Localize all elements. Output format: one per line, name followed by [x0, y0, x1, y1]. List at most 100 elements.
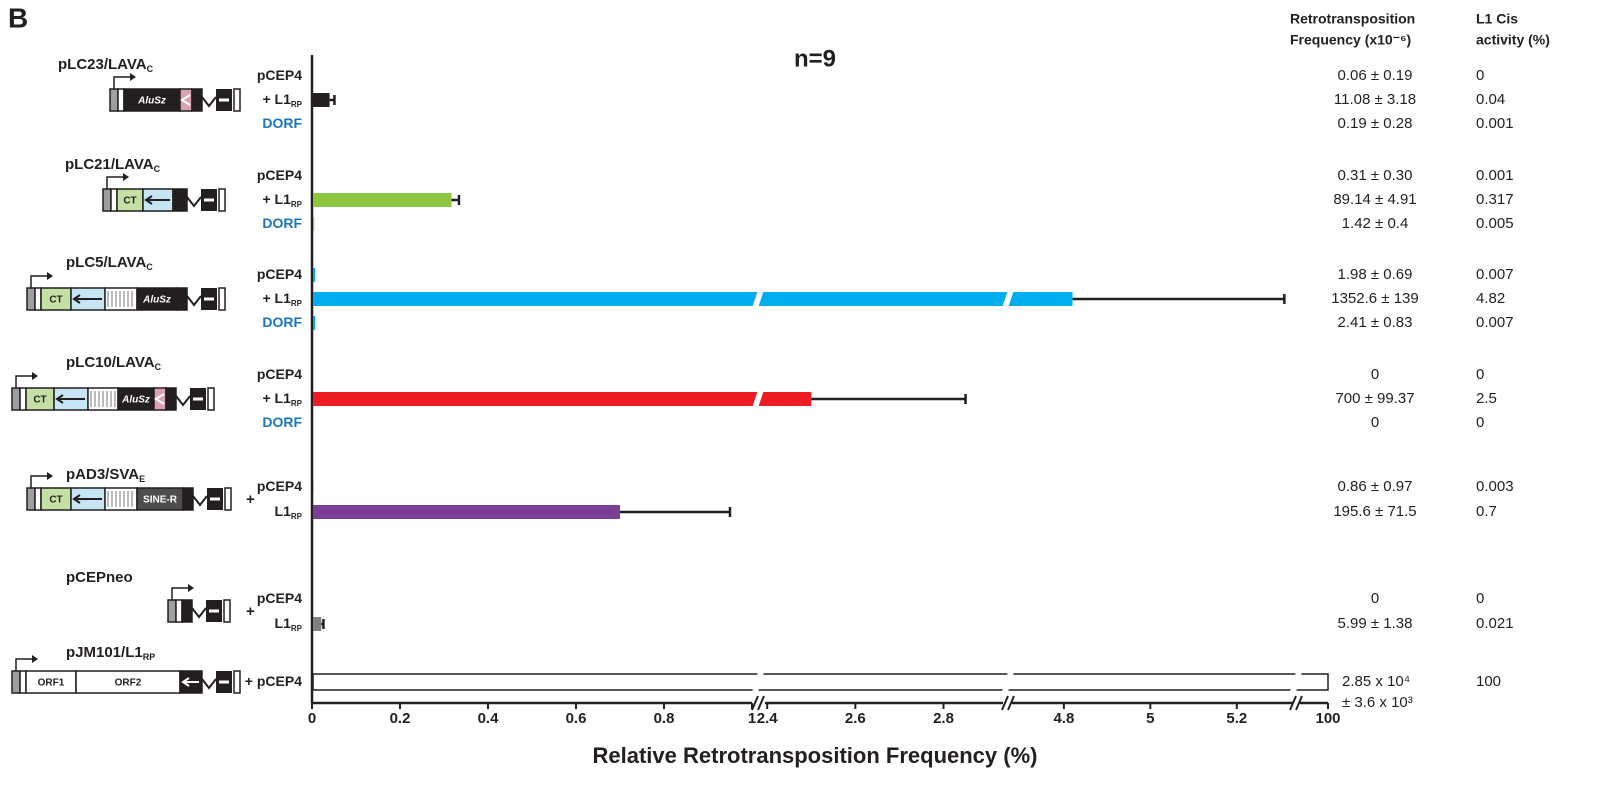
- diagram-box: [12, 388, 20, 410]
- promoter-arrow: [16, 659, 32, 671]
- row-label-text: pCEP4: [257, 167, 302, 183]
- construct-name-text: pLC5/LAVA: [66, 254, 146, 271]
- diagram-box: [12, 671, 20, 693]
- bar: [313, 674, 1328, 690]
- diagram-label: CT: [33, 395, 46, 406]
- promoter-arrowhead: [32, 655, 38, 663]
- construct-name: pLC5/LAVAC: [66, 254, 153, 272]
- row-label-text: DORF: [262, 115, 302, 131]
- x-tick-label: 2.6: [845, 710, 866, 727]
- x-tick-label: 1: [748, 710, 756, 727]
- construct-name-sub: E: [139, 474, 145, 484]
- x-tick-label: 5.2: [1226, 710, 1247, 727]
- row-label-text: DORF: [262, 215, 302, 231]
- diagram-box: [219, 288, 225, 310]
- freq-value: 0.86 ± 0.97: [1338, 478, 1413, 495]
- diagram-box: [35, 288, 41, 310]
- promoter-arrowhead: [130, 73, 136, 81]
- promoter-arrow: [107, 177, 123, 189]
- promoter-arrow: [31, 476, 47, 488]
- figure: B n=9 Relative Retrotransposition Freque…: [0, 0, 1603, 789]
- promoter-arrow: [172, 588, 188, 600]
- promoter-arrowhead: [123, 173, 129, 181]
- row-label: L1RP: [275, 615, 303, 633]
- diagram-box: [182, 600, 192, 622]
- diagram-box: [27, 488, 35, 510]
- freq-value: 1.42 ± 0.4: [1342, 215, 1409, 232]
- row-label: pCEP4: [257, 366, 302, 382]
- freq-value: 2.85 x 10⁴: [1342, 673, 1410, 690]
- freq-value: 0: [1371, 590, 1379, 607]
- freq-value: ± 3.6 x 10³: [1342, 694, 1413, 711]
- cis-value: 0.317: [1476, 191, 1514, 208]
- row-label-sub: RP: [291, 624, 303, 633]
- promoter-arrow: [114, 77, 130, 89]
- row-label: DORF: [262, 215, 302, 231]
- row-label-text: + L1: [262, 290, 291, 306]
- freq-value: 0.19 ± 0.28: [1338, 115, 1413, 132]
- diagram-label: CT: [49, 495, 62, 506]
- cis-value: 0.7: [1476, 503, 1497, 520]
- promoter-arrowhead: [47, 472, 53, 480]
- row-label: pCEP4: [257, 266, 302, 282]
- cis-value: 0: [1476, 414, 1484, 431]
- freq-value: 89.14 ± 4.91: [1333, 191, 1416, 208]
- construct-name-sub: C: [155, 362, 162, 372]
- diagram-box: [111, 189, 117, 211]
- x-tick-label: 0.6: [566, 710, 587, 727]
- freq-value: 0: [1371, 366, 1379, 383]
- diagram-box: [20, 671, 26, 693]
- x-tick-label: 2.4: [757, 710, 779, 727]
- x-tick-label: 0.2: [390, 710, 411, 727]
- diagram-label: ORF2: [115, 678, 142, 689]
- freq-value: 5.99 ± 1.38: [1338, 615, 1413, 632]
- diagram-box: [234, 89, 240, 111]
- row-label: pCEP4: [257, 167, 302, 183]
- diagram-label: CT: [49, 295, 62, 306]
- bar: [313, 505, 620, 519]
- freq-value: 1.98 ± 0.69: [1338, 266, 1413, 283]
- row-label: + L1RP: [262, 91, 302, 109]
- row-label-text: pCEP4: [257, 67, 302, 83]
- x-tick-label: 2.8: [933, 710, 954, 727]
- diagram-box: [103, 189, 111, 211]
- cis-value: 0: [1476, 590, 1484, 607]
- freq-value: 195.6 ± 71.5: [1333, 503, 1416, 520]
- cis-header: L1 Cis: [1476, 11, 1518, 27]
- row-label-sub: RP: [291, 399, 303, 408]
- bar: [313, 292, 1073, 306]
- row-label-text: DORF: [262, 414, 302, 430]
- freq-value: 0: [1371, 414, 1379, 431]
- construct-name: pCEPneo: [66, 569, 133, 586]
- plus-sign: +: [246, 603, 255, 620]
- diagram-box: [177, 288, 187, 310]
- row-label-sub: RP: [291, 200, 303, 209]
- cis-value: 100: [1476, 673, 1501, 690]
- row-label-text: pCEP4: [257, 478, 302, 494]
- freq-value: 700 ± 99.37: [1335, 390, 1414, 407]
- diagram-splice: [202, 97, 216, 106]
- diagram-box: [27, 288, 35, 310]
- row-label-text: pCEP4: [257, 366, 302, 382]
- construct-name-text: pLC21/LAVA: [65, 156, 154, 173]
- panel-label: B: [8, 2, 28, 33]
- x-tick-label: 0.4: [478, 710, 500, 727]
- diagram-box: [208, 388, 214, 410]
- row-label-sub: RP: [291, 299, 303, 308]
- cis-value: 0.005: [1476, 215, 1514, 232]
- diagram-box: [224, 600, 230, 622]
- cis-value: 0.021: [1476, 615, 1514, 632]
- row-label: DORF: [262, 314, 302, 330]
- diagram-splice: [202, 679, 216, 688]
- construct-name-sub: RP: [143, 652, 156, 662]
- promoter-arrow: [31, 276, 47, 288]
- diagram-box: [110, 89, 118, 111]
- diagram-box: [35, 488, 41, 510]
- row-label: DORF: [262, 414, 302, 430]
- row-label-text: + L1: [262, 191, 291, 207]
- freq-header: Frequency (x10⁻⁶): [1290, 32, 1411, 48]
- cis-value: 0.007: [1476, 314, 1514, 331]
- construct-name-sub: C: [147, 64, 154, 74]
- cis-value: 0.001: [1476, 115, 1514, 132]
- construct-name: pLC21/LAVAC: [65, 156, 161, 174]
